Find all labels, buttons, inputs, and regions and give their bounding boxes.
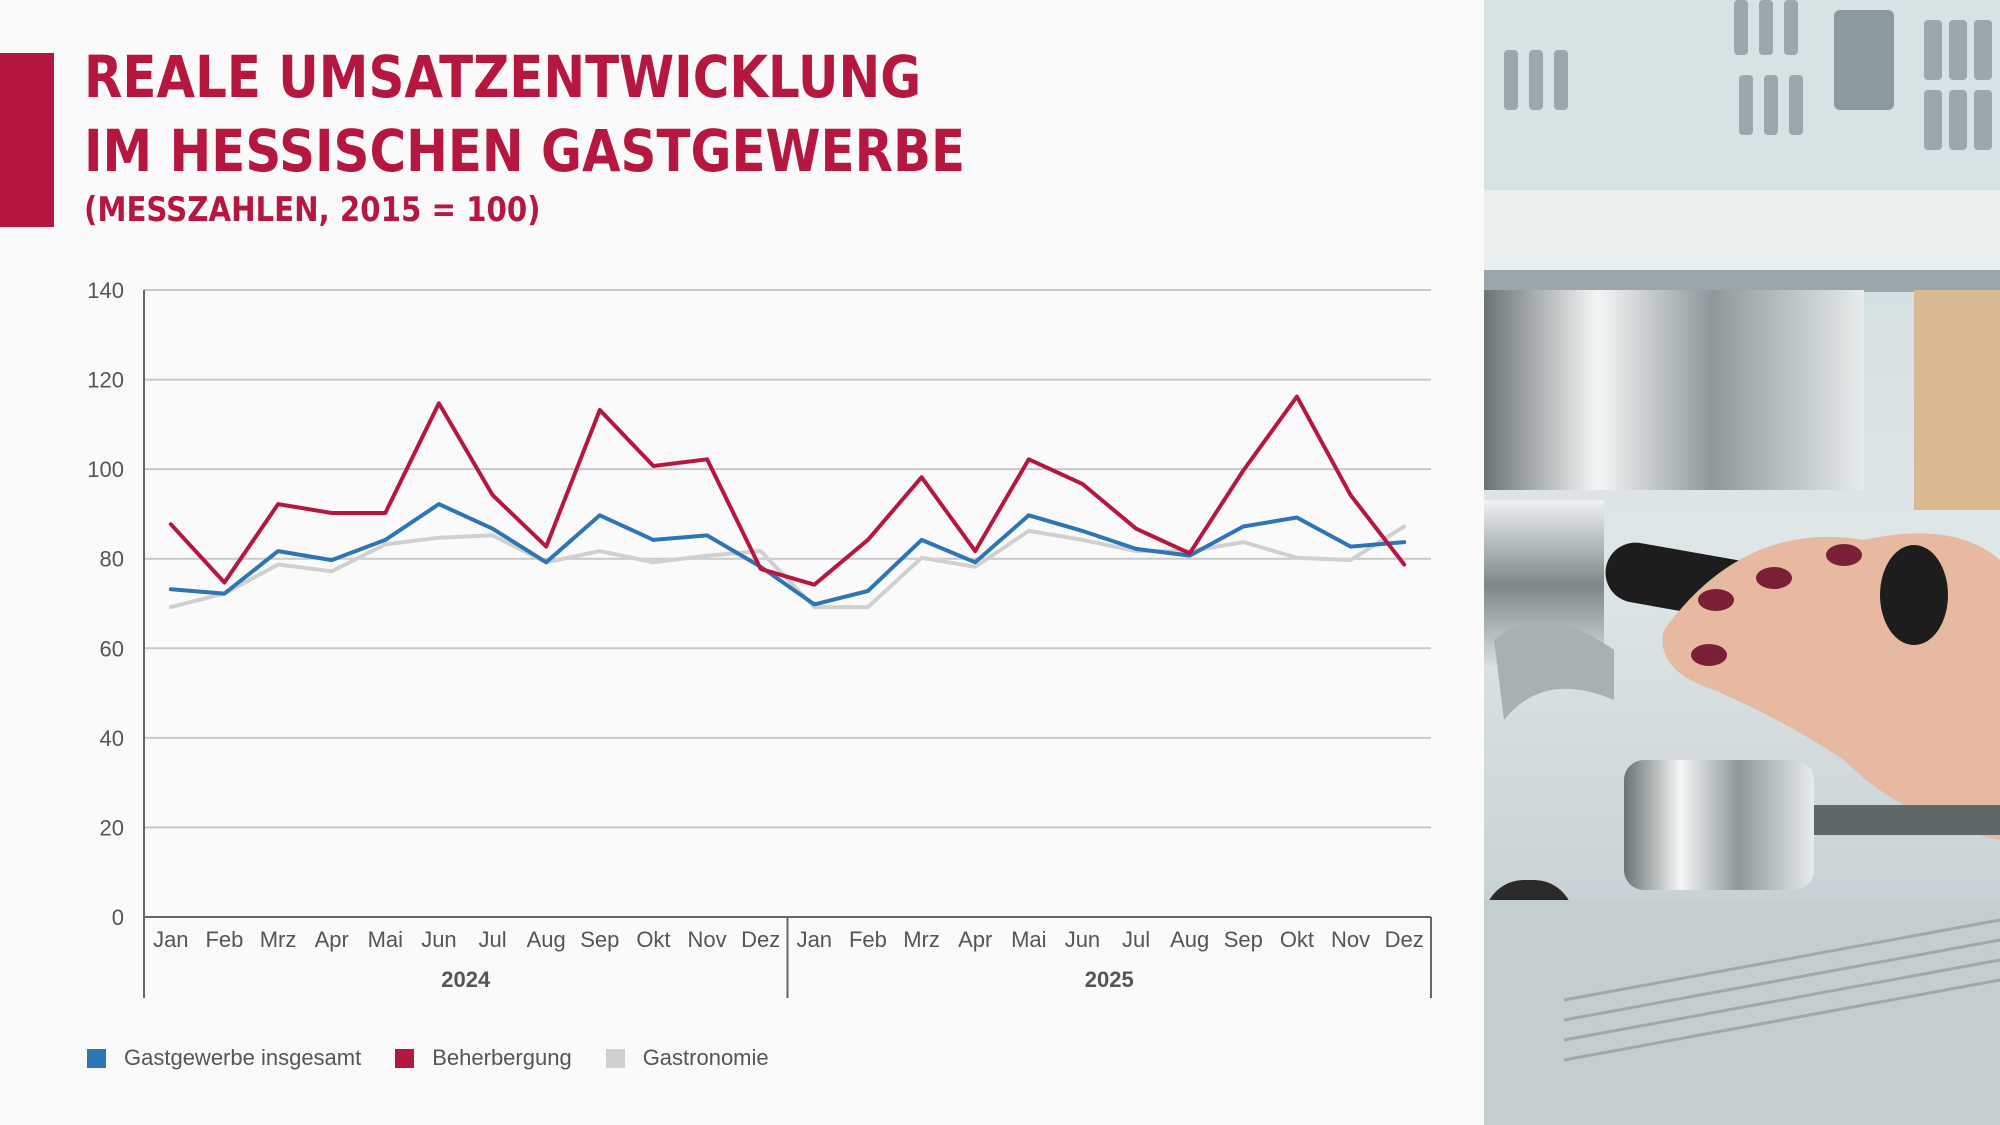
chart-title-line1: REALE UMSATZENTWICKLUNG <box>84 43 922 111</box>
legend-label: Gastronomie <box>642 1045 769 1070</box>
chart-legend: Gastgewerbe insgesamt Beherbergung Gastr… <box>87 1045 803 1071</box>
legend-swatch-blue <box>87 1048 106 1068</box>
y-tick-label: 60 <box>100 636 124 661</box>
legend-item-gastronomie: Gastronomie <box>605 1045 769 1071</box>
legend-item-beherbergung: Beherbergung <box>395 1045 572 1071</box>
line-chart: 140 120 100 80 60 40 20 0 Jan Feb Mrz Apr Mai Jun Jul… <box>87 278 1432 998</box>
x-axis-ticks: Jan Feb Mrz Apr Mai Jun Jul Aug Sep Okt Nov Dez Jan F… <box>153 927 1424 992</box>
legend-label: Beherbergung <box>432 1045 572 1070</box>
x-tick-label: Feb <box>849 927 887 952</box>
x-tick-label: Nov <box>1331 927 1370 952</box>
x-tick-label: Sep <box>1224 927 1263 952</box>
x-tick-label: Apr <box>315 927 349 952</box>
x-tick-label: Nov <box>688 927 727 952</box>
chart-subtitle: (MESSZAHLEN, 2015 = 100) <box>84 190 541 230</box>
x-group-label: 2025 <box>1085 967 1134 992</box>
x-tick-label: Dez <box>1385 927 1424 952</box>
x-tick-label: Mrz <box>260 927 297 952</box>
x-group-label: 2024 <box>441 967 491 992</box>
x-tick-label: Aug <box>1170 927 1209 952</box>
x-tick-label: Mai <box>1011 927 1046 952</box>
chart-axes <box>143 290 1432 998</box>
series-line-1 <box>168 394 1407 587</box>
x-tick-label: Mai <box>368 927 403 952</box>
x-tick-label: Jun <box>1065 927 1100 952</box>
x-tick-label: Feb <box>205 927 243 952</box>
chart-series <box>168 394 1407 610</box>
y-axis-ticks: 140 120 100 80 60 40 20 0 <box>87 278 124 930</box>
x-tick-label: Sep <box>580 927 619 952</box>
x-tick-label: Dez <box>741 927 780 952</box>
x-tick-label: Okt <box>1280 927 1314 952</box>
x-tick-label: Mrz <box>903 927 940 952</box>
legend-swatch-grey <box>605 1048 625 1068</box>
x-tick-label: Jul <box>1122 927 1150 952</box>
y-tick-label: 40 <box>100 726 124 751</box>
x-tick-label: Jan <box>797 927 832 952</box>
chart-title: REALE UMSATZENTWICKLUNG IM HESSISCHEN GA… <box>84 40 965 188</box>
x-tick-label: Jul <box>479 927 507 952</box>
y-tick-label: 140 <box>87 278 124 303</box>
x-tick-label: Jan <box>153 927 188 952</box>
legend-item-gastgewerbe: Gastgewerbe insgesamt <box>87 1045 361 1071</box>
espresso-machine-photo <box>1484 0 2000 1125</box>
legend-swatch-red <box>395 1048 415 1068</box>
x-tick-label: Apr <box>958 927 992 952</box>
legend-label: Gastgewerbe insgesamt <box>124 1045 362 1070</box>
y-tick-label: 100 <box>87 457 124 482</box>
chart-grid <box>144 289 1431 829</box>
x-tick-label: Jun <box>421 927 456 952</box>
x-tick-label: Okt <box>636 927 670 952</box>
y-tick-label: 80 <box>100 547 124 572</box>
y-tick-label: 20 <box>100 815 124 840</box>
title-accent-bar <box>0 53 54 227</box>
chart-title-line2: IM HESSISCHEN GASTGEWERBE <box>84 117 966 185</box>
x-tick-label: Aug <box>527 927 566 952</box>
series-line-0 <box>168 502 1407 607</box>
y-tick-label: 0 <box>112 905 124 930</box>
y-tick-label: 120 <box>87 368 124 393</box>
